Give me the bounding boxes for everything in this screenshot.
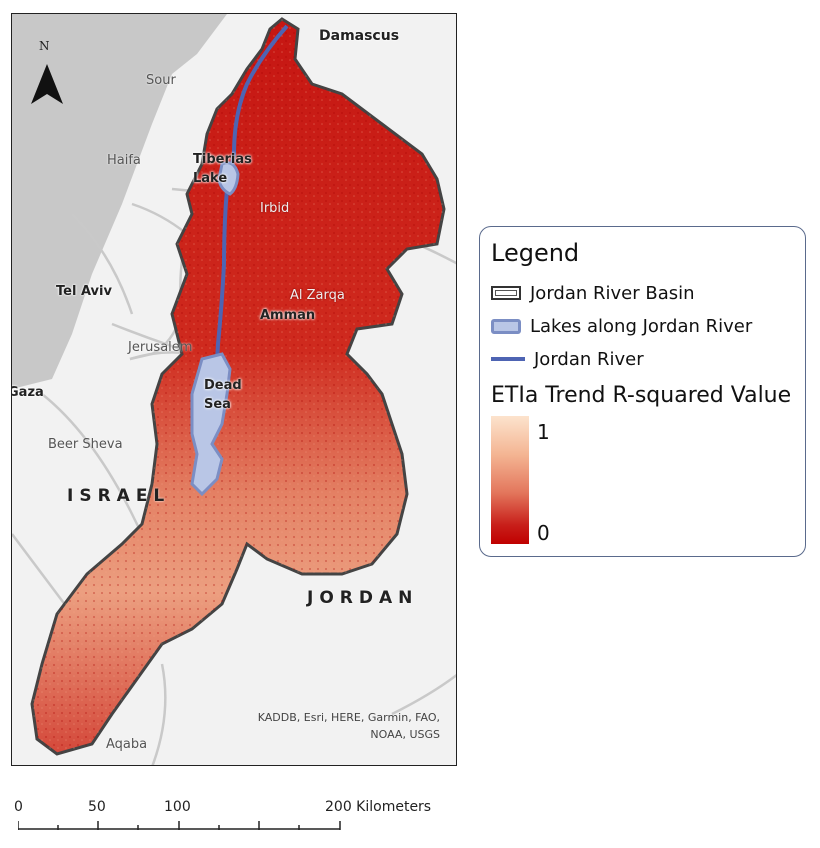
dead-sea [190,352,232,497]
scale-bar: 0 50 100 200 Kilometers [14,799,448,839]
ramp-high-label: 1 [537,420,550,444]
label-tiberias-lake: Lake [193,171,228,186]
legend-item-label: Jordan River Basin [530,282,695,304]
legend-panel: Legend Jordan River Basin Lakes along Jo… [479,226,806,557]
credits-line-1: KADDB, Esri, HERE, Garmin, FAO, [257,711,440,724]
scale-bar-graphic [18,821,341,830]
label-beer-sheva: Beer Sheva [48,437,123,452]
label-aqaba: Aqaba [106,737,148,752]
color-ramp [491,416,529,544]
label-dead: Dead [204,378,242,393]
sea-area [12,14,227,389]
map-frame[interactable]: N Damascus Sour Haifa Tiberias Lake Irbi… [11,13,457,766]
scale-label-100: 100 [164,799,191,815]
scale-label-0: 0 [14,799,23,815]
legend-item-lakes: Lakes along Jordan River [491,315,752,337]
legend-item-river: Jordan River [491,348,644,370]
credits-line-2: NOAA, USGS [370,728,440,741]
label-al-zarqa: Al Zarqa [290,288,345,303]
north-arrow-icon [31,64,63,104]
tiberias-lake [217,161,240,196]
river-line-swatch-icon [491,357,525,361]
ramp-low-label: 0 [537,521,550,545]
label-sea: Sea [204,397,231,412]
basin-outline-swatch-icon [491,286,521,300]
scale-label-200: 200 Kilometers [325,799,432,815]
north-label: N [39,39,50,53]
label-sour: Sour [146,73,176,88]
label-israel: ISRAEL [67,486,171,506]
legend-item-label: Jordan River [534,348,644,370]
map-credits: KADDB, Esri, HERE, Garmin, FAO, NOAA, US… [258,709,440,743]
label-gaza: Gaza [11,385,44,400]
label-damascus: Damascus [319,28,400,44]
legend-item-label: Lakes along Jordan River [530,315,753,337]
label-haifa: Haifa [107,153,141,168]
label-tel-aviv: Tel Aviv [56,284,112,299]
label-amman: Amman [260,308,316,323]
label-irbid: Irbid [260,201,290,216]
legend-title: Legend [491,239,580,267]
lake-swatch-icon [491,318,521,334]
label-jerusalem: Jerusalem [128,340,193,355]
legend-item-basin: Jordan River Basin [491,282,695,304]
label-tiberias: Tiberias [193,152,252,167]
ramp-title: ETIa Trend R-squared Value [491,383,792,408]
map-canvas [12,14,456,765]
label-jordan: JORDAN [307,588,419,608]
scale-label-50: 50 [88,799,106,815]
